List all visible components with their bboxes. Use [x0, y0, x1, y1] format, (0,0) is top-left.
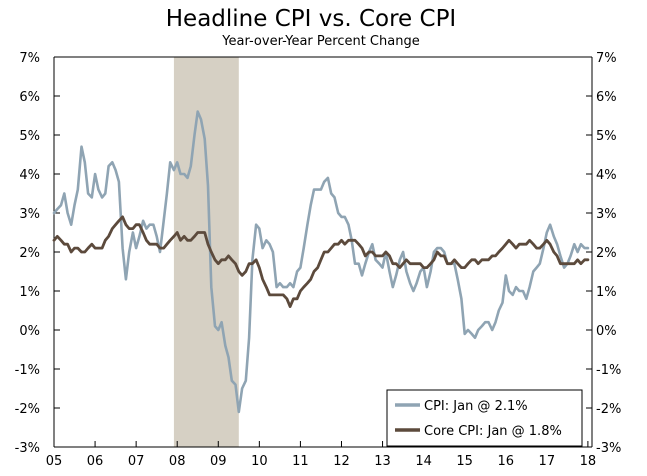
y-tick-label-right: 2% — [596, 246, 617, 261]
recession-shading — [173, 57, 239, 447]
chart-subtitle: Year-over-Year Percent Change — [221, 34, 419, 49]
x-tick-label: 14 — [415, 454, 432, 469]
y-tick-label-right: 0% — [596, 324, 617, 339]
legend-label-cpi: CPI: Jan @ 2.1% — [424, 399, 528, 414]
recession-shading-group — [173, 57, 239, 447]
y-tick-label-right: -2% — [596, 402, 621, 417]
y-tick-label-right: 7% — [596, 51, 617, 66]
y-tick-label-left: -1% — [15, 363, 40, 378]
axes-group: 7% 7% 6% 6% 5% 5% 4% 4% 3% 3% 2% 2% 1% 1% 0% 0% -1% -1% -2… — [15, 51, 622, 469]
x-tick-label: 16 — [497, 454, 514, 469]
legend-box — [386, 389, 583, 447]
x-tick-label: 11 — [292, 454, 309, 469]
cpi-series-line — [52, 110, 590, 414]
y-tick-label-left: 6% — [19, 90, 40, 105]
x-tick-label: 12 — [333, 454, 350, 469]
legend: CPI: Jan @ 2.1% Core CPI: Jan @ 1.8% — [386, 389, 583, 447]
x-tick-label: 17 — [539, 454, 556, 469]
y-tick-label-left: 2% — [19, 246, 40, 261]
y-tick-label-right: 5% — [596, 129, 617, 144]
y-tick-label-right: 1% — [596, 285, 617, 300]
y-tick-label-left: 1% — [19, 285, 40, 300]
y-tick-label-left: 4% — [19, 168, 40, 183]
x-tick-label: 07 — [128, 454, 145, 469]
y-tick-label-left: 7% — [19, 51, 40, 66]
y-tick-label-left: 3% — [19, 207, 40, 222]
y-tick-label-left: 5% — [19, 129, 40, 144]
y-tick-label-left: 0% — [19, 324, 40, 339]
y-tick-label-right: 3% — [596, 207, 617, 222]
legend-label-core-cpi: Core CPI: Jan @ 1.8% — [424, 424, 562, 439]
x-tick-label: 08 — [169, 454, 186, 469]
y-tick-label-right: -1% — [596, 363, 621, 378]
core-cpi-series-line — [52, 215, 590, 308]
x-tick-label: 13 — [374, 454, 391, 469]
x-tick-label: 10 — [251, 454, 268, 469]
y-tick-label-left: -2% — [15, 402, 40, 417]
y-tick-label-right: -3% — [596, 441, 621, 456]
y-tick-label-right: 4% — [596, 168, 617, 183]
x-tick-label: 09 — [210, 454, 227, 469]
y-tick-label-right: 6% — [596, 90, 617, 105]
series-group — [52, 110, 590, 414]
chart-title: Headline CPI vs. Core CPI — [166, 6, 456, 32]
x-tick-label: 18 — [580, 454, 597, 469]
y-tick-label-left: -3% — [15, 441, 40, 456]
x-tick-label: 15 — [456, 454, 473, 469]
x-tick-label: 06 — [87, 454, 104, 469]
x-tick-label: 05 — [46, 454, 63, 469]
